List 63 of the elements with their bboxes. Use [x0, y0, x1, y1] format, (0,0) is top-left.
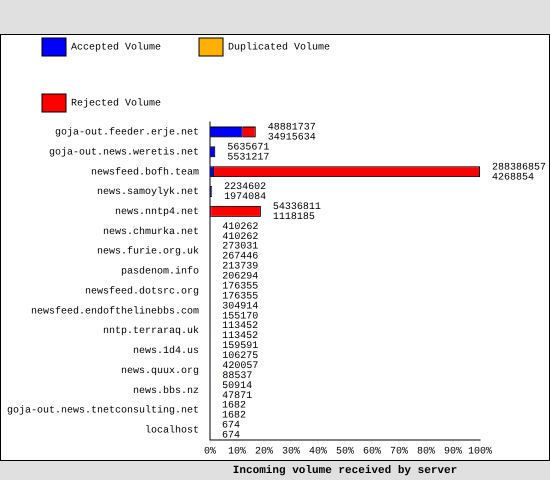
y-tick-label: news.1d4.us [133, 345, 200, 358]
annotation: 267446 [222, 252, 258, 263]
annotation: 1118185 [272, 212, 315, 224]
annotation: 213739 [222, 262, 258, 273]
annotation: 410262 [222, 222, 258, 233]
annotation: 34915634 [268, 132, 316, 144]
y-tick-label: news.quux.org [121, 366, 200, 377]
y-tick-label: newsfeed.bofh.team [91, 166, 200, 178]
annotation: 88537 [222, 370, 252, 382]
y-tick-label: newsfeed.dotsrc.org [85, 285, 200, 298]
annotation: 304914 [222, 301, 258, 312]
annotation: 159591 [222, 341, 258, 352]
annotation: 420057 [222, 360, 258, 372]
legend-label: Rejected Volume [71, 98, 162, 110]
y-tick-label: goja-out.feeder.erje.net [55, 126, 200, 139]
annotation: 2234602 [224, 182, 266, 194]
annotation: 113452 [222, 321, 258, 332]
legend-label: Duplicated Volume [228, 42, 330, 54]
annotation: 1682 [222, 400, 246, 412]
x-axis-title: Incoming volume received by server [232, 465, 458, 478]
x-tick-label: 20% [255, 446, 274, 458]
x-tick-label: 100% [468, 446, 492, 458]
annotation: 155170 [222, 311, 258, 322]
x-tick-label: 10% [228, 446, 246, 458]
y-tick-label: news.bbs.nz [133, 384, 200, 397]
x-tick-label: 90% [444, 446, 462, 458]
annotation: 288386857 [492, 162, 546, 174]
annotation: 206294 [222, 272, 258, 283]
annotation: 273031 [222, 242, 258, 253]
y-tick-label: news.samoylyk.net [97, 186, 200, 198]
x-tick-label: 70% [390, 446, 408, 458]
y-tick-label: news.nntp4.net [115, 207, 200, 218]
annotation: 5531217 [227, 152, 270, 164]
annotation: 176355 [222, 291, 258, 302]
x-tick-label: 50% [336, 446, 354, 458]
legend-label: Accepted Volume [71, 42, 162, 54]
x-tick-label: 40% [309, 446, 328, 458]
y-tick-label: newsfeed.endofthelinebbs.com [31, 305, 200, 318]
annotation: 54336811 [272, 202, 321, 214]
annotation: 674 [222, 430, 240, 442]
annotation: 674 [222, 420, 240, 432]
x-tick-label: 30% [282, 446, 300, 458]
annotation: 4268854 [492, 172, 534, 184]
y-tick-label: localhost [145, 424, 200, 437]
x-tick-label: 60% [363, 446, 382, 458]
annotation: 1682 [222, 410, 246, 422]
annotation: 113452 [222, 331, 258, 342]
annotation: 106275 [222, 351, 258, 362]
y-tick-label: goja-out.news.tnetconsulting.net [7, 404, 200, 417]
annotation: 50914 [222, 380, 252, 392]
y-tick-label: nntp.terraraq.uk [103, 325, 200, 338]
annotation: 47871 [222, 390, 252, 402]
x-tick-label: 80% [417, 446, 436, 458]
annotation: 1974084 [224, 192, 266, 204]
annotation: 176355 [222, 281, 258, 292]
annotation: 48881737 [268, 122, 316, 134]
annotation: 5635671 [227, 142, 270, 154]
annotation: 410262 [222, 232, 258, 243]
y-tick-label: news.chmurka.net [103, 226, 200, 238]
y-tick-label: pasdenom.info [121, 266, 200, 278]
x-tick-label: 0% [204, 446, 216, 458]
y-tick-label: news.furie.org.uk [97, 246, 200, 258]
y-tick-label: goja-out.news.weretis.net [49, 146, 200, 158]
